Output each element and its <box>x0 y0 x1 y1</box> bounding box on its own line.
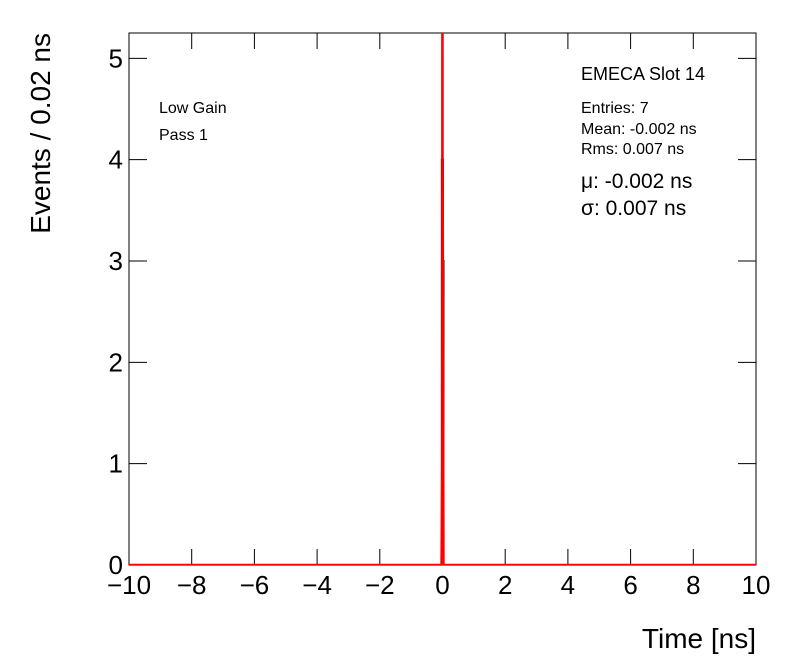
x-tick-label: 4 <box>561 570 575 600</box>
stats-title: EMECA Slot 14 <box>581 64 705 84</box>
annotation: Low Gain <box>159 100 227 117</box>
fit-curve <box>129 33 756 565</box>
annotation: Pass 1 <box>159 127 208 144</box>
stats-line: Rms: 0.007 ns <box>581 141 684 158</box>
x-tick-label: −8 <box>177 570 207 600</box>
fit-line: μ: -0.002 ns <box>581 170 692 193</box>
stats-line: Mean: -0.002 ns <box>581 121 697 138</box>
fit-line: σ: 0.007 ns <box>581 197 686 220</box>
x-tick-label: 10 <box>742 570 771 600</box>
x-tick-label: −4 <box>302 570 332 600</box>
x-tick-label: 8 <box>686 570 700 600</box>
y-tick-label: 1 <box>109 449 123 479</box>
x-tick-label: −2 <box>365 570 395 600</box>
y-tick-label: 0 <box>109 550 123 580</box>
stats-line: Entries: 7 <box>581 100 649 117</box>
x-tick-label: 6 <box>623 570 637 600</box>
y-tick-label: 2 <box>109 347 123 377</box>
x-tick-label: −6 <box>240 570 270 600</box>
x-tick-label: 0 <box>435 570 449 600</box>
y-tick-label: 5 <box>109 43 123 73</box>
y-axis-title: Events / 0.02 ns <box>25 33 56 234</box>
y-tick-label: 4 <box>109 145 123 175</box>
y-tick-label: 3 <box>109 246 123 276</box>
x-axis-title: Time [ns] <box>642 623 756 654</box>
x-tick-label: −10 <box>107 570 151 600</box>
x-tick-label: 2 <box>498 570 512 600</box>
